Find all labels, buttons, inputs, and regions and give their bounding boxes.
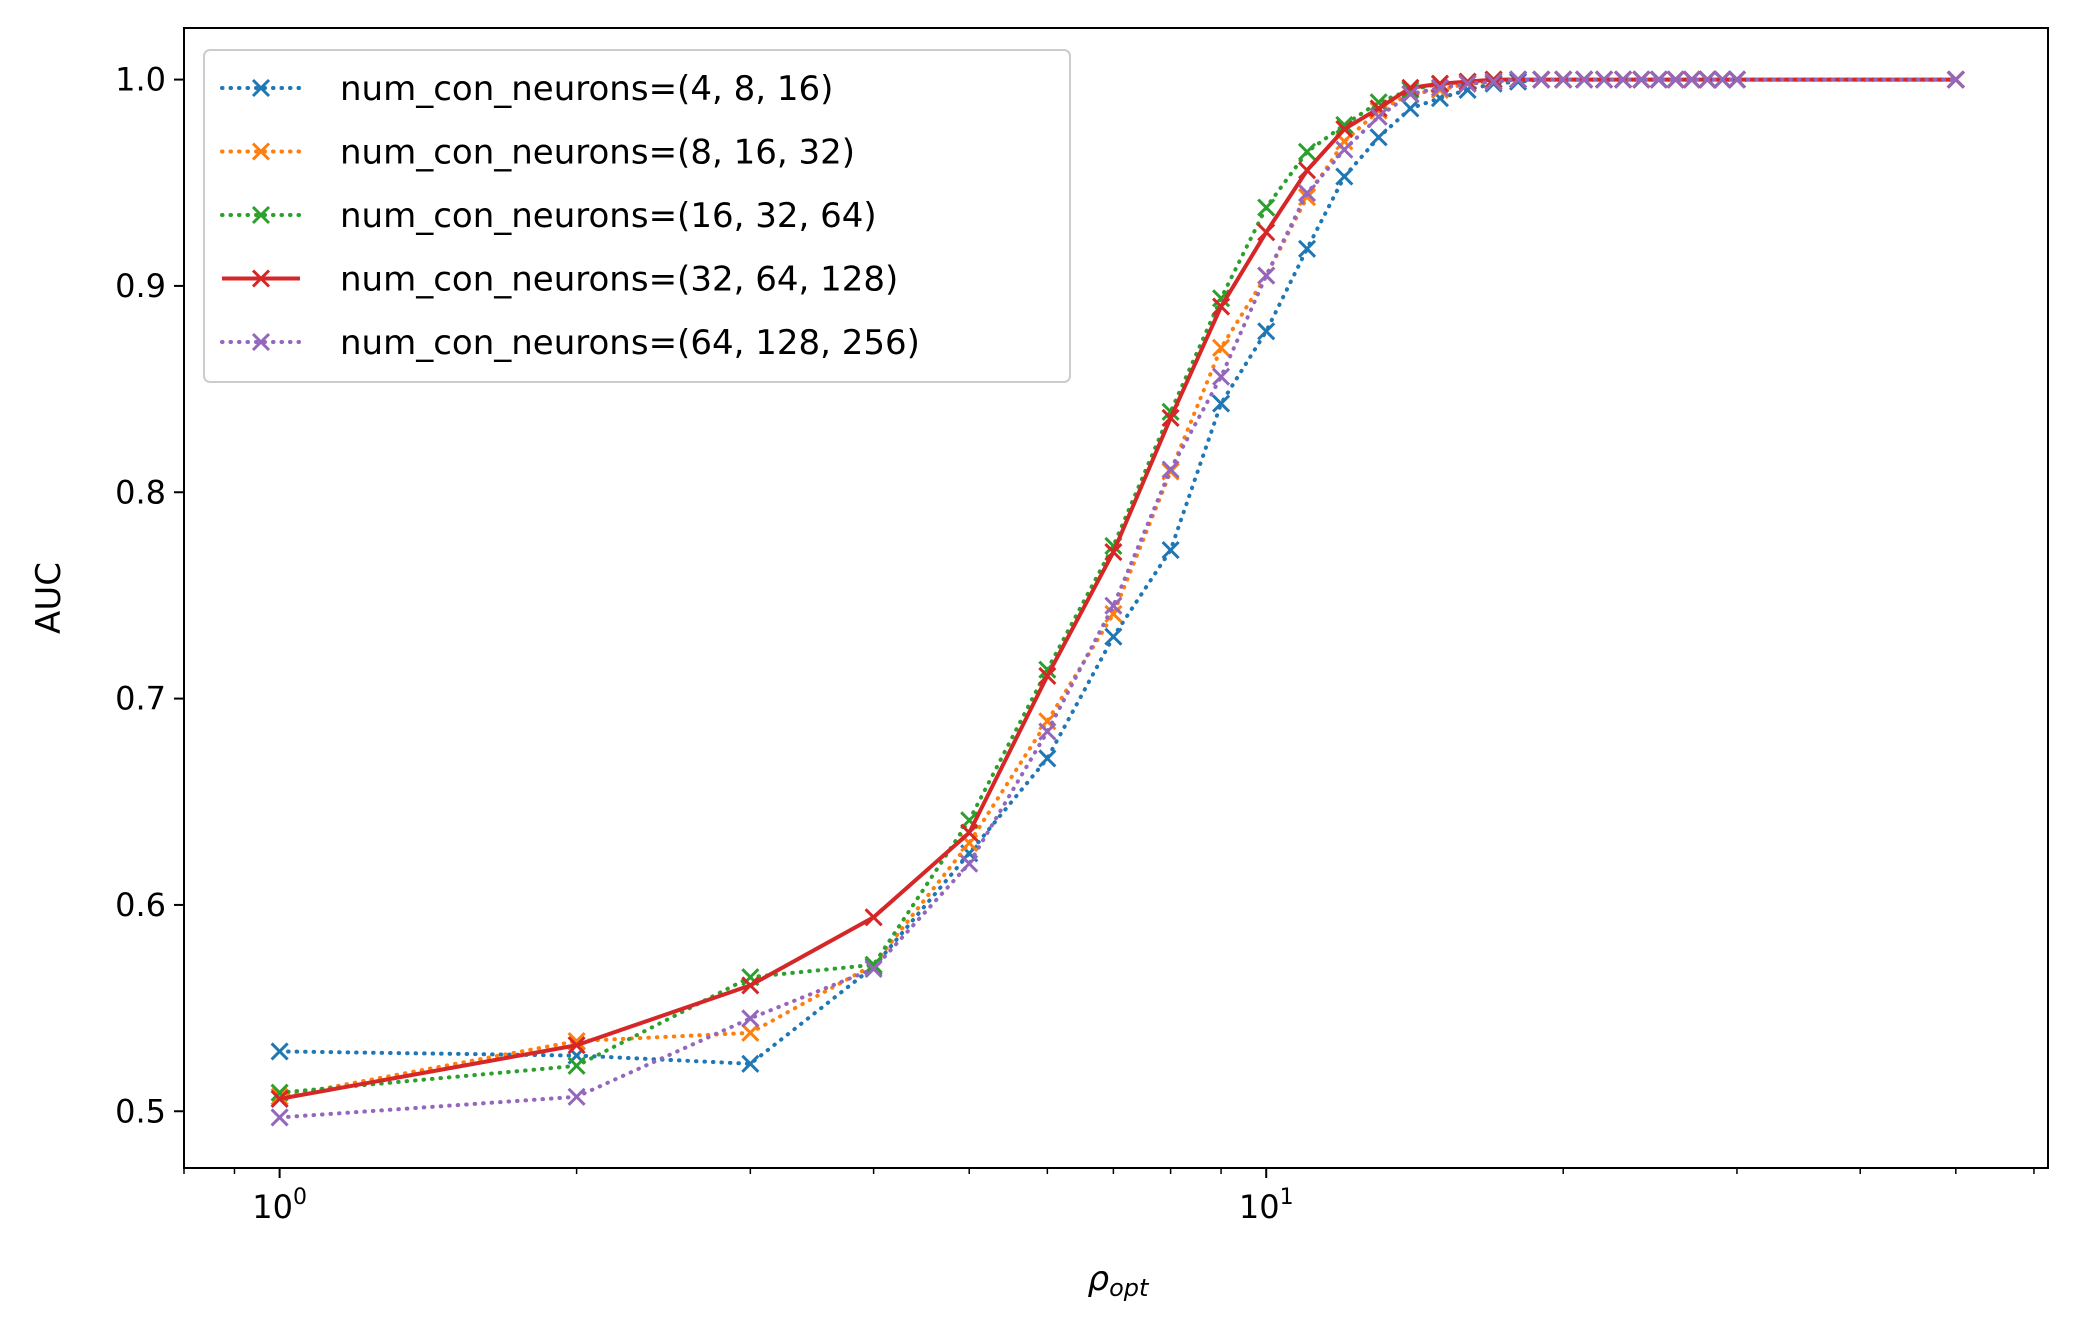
data-point <box>1946 70 1965 89</box>
data-point <box>741 976 760 995</box>
y-tick-label: 0.6 <box>115 886 166 924</box>
legend-marker <box>251 142 271 161</box>
data-point <box>1161 460 1180 479</box>
data-point <box>1335 115 1354 135</box>
data-point <box>270 1108 289 1127</box>
data-point <box>1458 74 1477 93</box>
data-point <box>1038 666 1057 685</box>
data-point <box>1430 78 1450 97</box>
data-point <box>270 1042 289 1061</box>
data-point <box>1554 70 1573 89</box>
data-point <box>1594 70 1614 89</box>
legend: num_con_neurons=(4, 8, 16) num_con_neuron… <box>203 49 1071 383</box>
y-tick-label: 0.7 <box>115 680 166 718</box>
data-point <box>1161 540 1180 560</box>
data-point <box>960 823 979 842</box>
x-axis-label-symbol: ρ <box>1088 1259 1110 1299</box>
x-tick-label-base: 10 <box>1239 1188 1280 1226</box>
data-point <box>1104 596 1123 615</box>
data-point <box>960 854 979 873</box>
legend-marker <box>251 332 271 352</box>
data-point <box>1632 70 1651 89</box>
y-tick-label: 0.9 <box>115 267 166 305</box>
data-point <box>864 959 883 978</box>
legend-marker <box>251 78 271 98</box>
data-point <box>1401 99 1420 118</box>
data-point <box>1297 161 1317 180</box>
y-axis-label: AUC <box>29 562 69 634</box>
data-point <box>1212 338 1231 357</box>
data-point <box>1727 70 1747 89</box>
x-tick-label-exponent: 1 <box>1280 1185 1294 1210</box>
data-point <box>1614 70 1633 89</box>
data-point <box>1698 70 1717 89</box>
data-point <box>1297 184 1317 203</box>
data-point <box>1484 72 1503 91</box>
series-5 <box>270 70 1965 1127</box>
data-point <box>1335 120 1354 139</box>
data-point <box>864 908 883 927</box>
data-point <box>1104 627 1123 646</box>
data-point <box>567 1036 586 1055</box>
legend-label: num_con_neurons=(8, 16, 32) <box>340 133 855 173</box>
data-point <box>1713 70 1732 89</box>
data-point <box>1257 266 1276 285</box>
data-point <box>1335 140 1354 159</box>
data-point <box>1161 408 1180 428</box>
data-point <box>1369 99 1388 118</box>
y-tick-label: 0.8 <box>115 473 166 511</box>
x-tick-label: 101 <box>1239 1185 1294 1226</box>
data-point <box>1532 70 1551 89</box>
legend-label: num_con_neurons=(16, 32, 64) <box>340 196 877 236</box>
data-point <box>1682 70 1701 89</box>
legend-box <box>203 49 1071 383</box>
data-point <box>1401 84 1420 104</box>
legend-marker <box>251 205 271 225</box>
data-point <box>1369 128 1388 147</box>
legend-marker <box>251 269 271 288</box>
legend-label: num_con_neurons=(4, 8, 16) <box>340 69 833 109</box>
data-point <box>1509 70 1528 89</box>
data-point <box>1038 722 1057 741</box>
data-point <box>1575 70 1594 89</box>
legend-label: num_con_neurons=(32, 64, 128) <box>340 260 898 300</box>
data-point <box>1666 70 1685 89</box>
data-point <box>567 1056 586 1075</box>
x-axis-label: ρopt <box>1088 1259 1151 1302</box>
x-tick-label-exponent: 0 <box>293 1185 307 1210</box>
plot-frame <box>183 27 2049 1169</box>
data-point <box>1369 107 1388 126</box>
legend-label: num_con_neurons=(64, 128, 256) <box>340 323 920 363</box>
data-point <box>270 1089 289 1108</box>
data-point <box>1297 239 1317 258</box>
y-tick-label: 0.5 <box>115 1092 166 1130</box>
data-point <box>1104 543 1123 562</box>
data-point <box>567 1087 586 1106</box>
y-tick-label: 1.0 <box>115 61 166 99</box>
data-point <box>741 1009 760 1028</box>
data-point <box>1297 142 1317 161</box>
data-point <box>1212 394 1231 413</box>
data-point <box>864 955 883 974</box>
series-layer <box>270 70 1965 1127</box>
data-point <box>1212 289 1231 308</box>
data-point <box>1369 93 1388 112</box>
x-tick-label-base: 10 <box>252 1188 293 1226</box>
data-point <box>1038 749 1057 768</box>
data-point <box>741 1023 760 1042</box>
data-point <box>1257 322 1276 341</box>
data-point <box>1257 198 1276 217</box>
x-axis-label-subscript: opt <box>1109 1274 1150 1302</box>
data-point <box>1257 223 1276 242</box>
data-point <box>1212 297 1231 316</box>
data-point <box>1649 70 1668 89</box>
data-point <box>1335 167 1354 186</box>
x-tick-label: 100 <box>252 1185 307 1226</box>
data-point <box>741 1054 760 1073</box>
data-point <box>1212 367 1231 386</box>
